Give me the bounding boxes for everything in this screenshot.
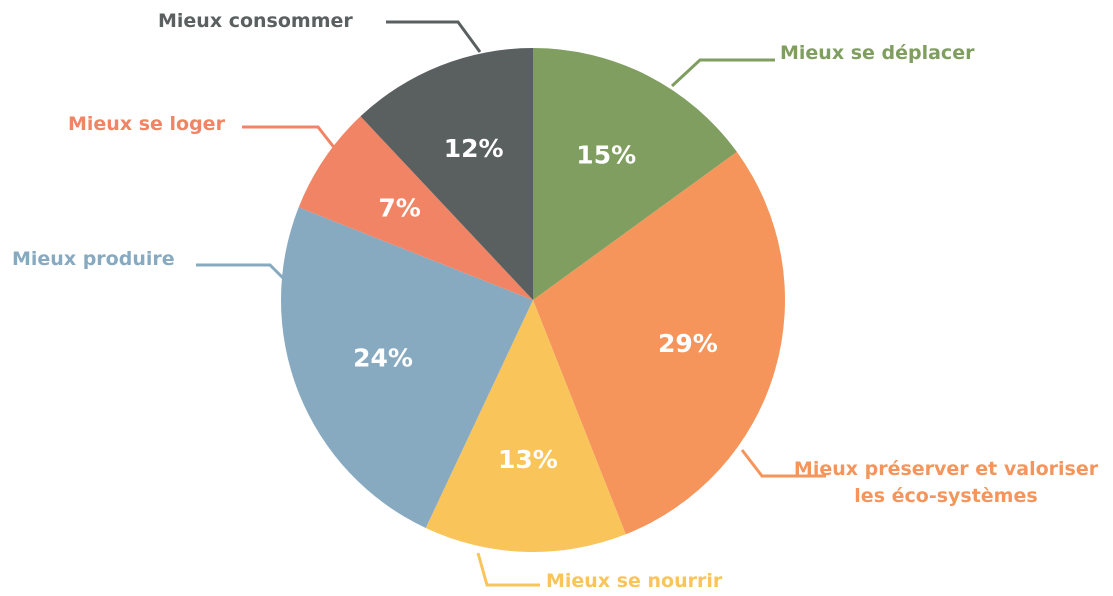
leader-line xyxy=(386,20,482,53)
category-label: Mieux consommer xyxy=(158,10,353,32)
category-label: Mieux se nourrir xyxy=(546,570,723,592)
leader-line xyxy=(242,125,338,151)
leader-line xyxy=(476,552,540,587)
category-label: Mieux se loger xyxy=(68,113,225,135)
pie-slice xyxy=(425,300,626,552)
slice-value-label: 15% xyxy=(576,140,636,169)
pie-slice xyxy=(280,207,533,529)
slice-value-label: 29% xyxy=(658,329,718,358)
category-label: Mieux produire xyxy=(12,248,175,270)
leader-line xyxy=(196,263,289,284)
pie-slice xyxy=(533,48,737,300)
category-label: Mieux préserver et valoriser les éco-sys… xyxy=(793,458,1099,507)
slice-value-label: 7% xyxy=(378,193,420,222)
category-label: Mieux se déplacer xyxy=(780,42,975,64)
pie-slice xyxy=(298,116,533,301)
slice-value-label: 12% xyxy=(444,134,504,163)
pie-slice xyxy=(533,151,785,535)
leader-line xyxy=(740,449,826,478)
leader-line xyxy=(670,58,775,88)
slice-value-label: 24% xyxy=(353,343,413,372)
pie-slice xyxy=(360,47,533,300)
slice-value-label: 13% xyxy=(498,445,558,474)
